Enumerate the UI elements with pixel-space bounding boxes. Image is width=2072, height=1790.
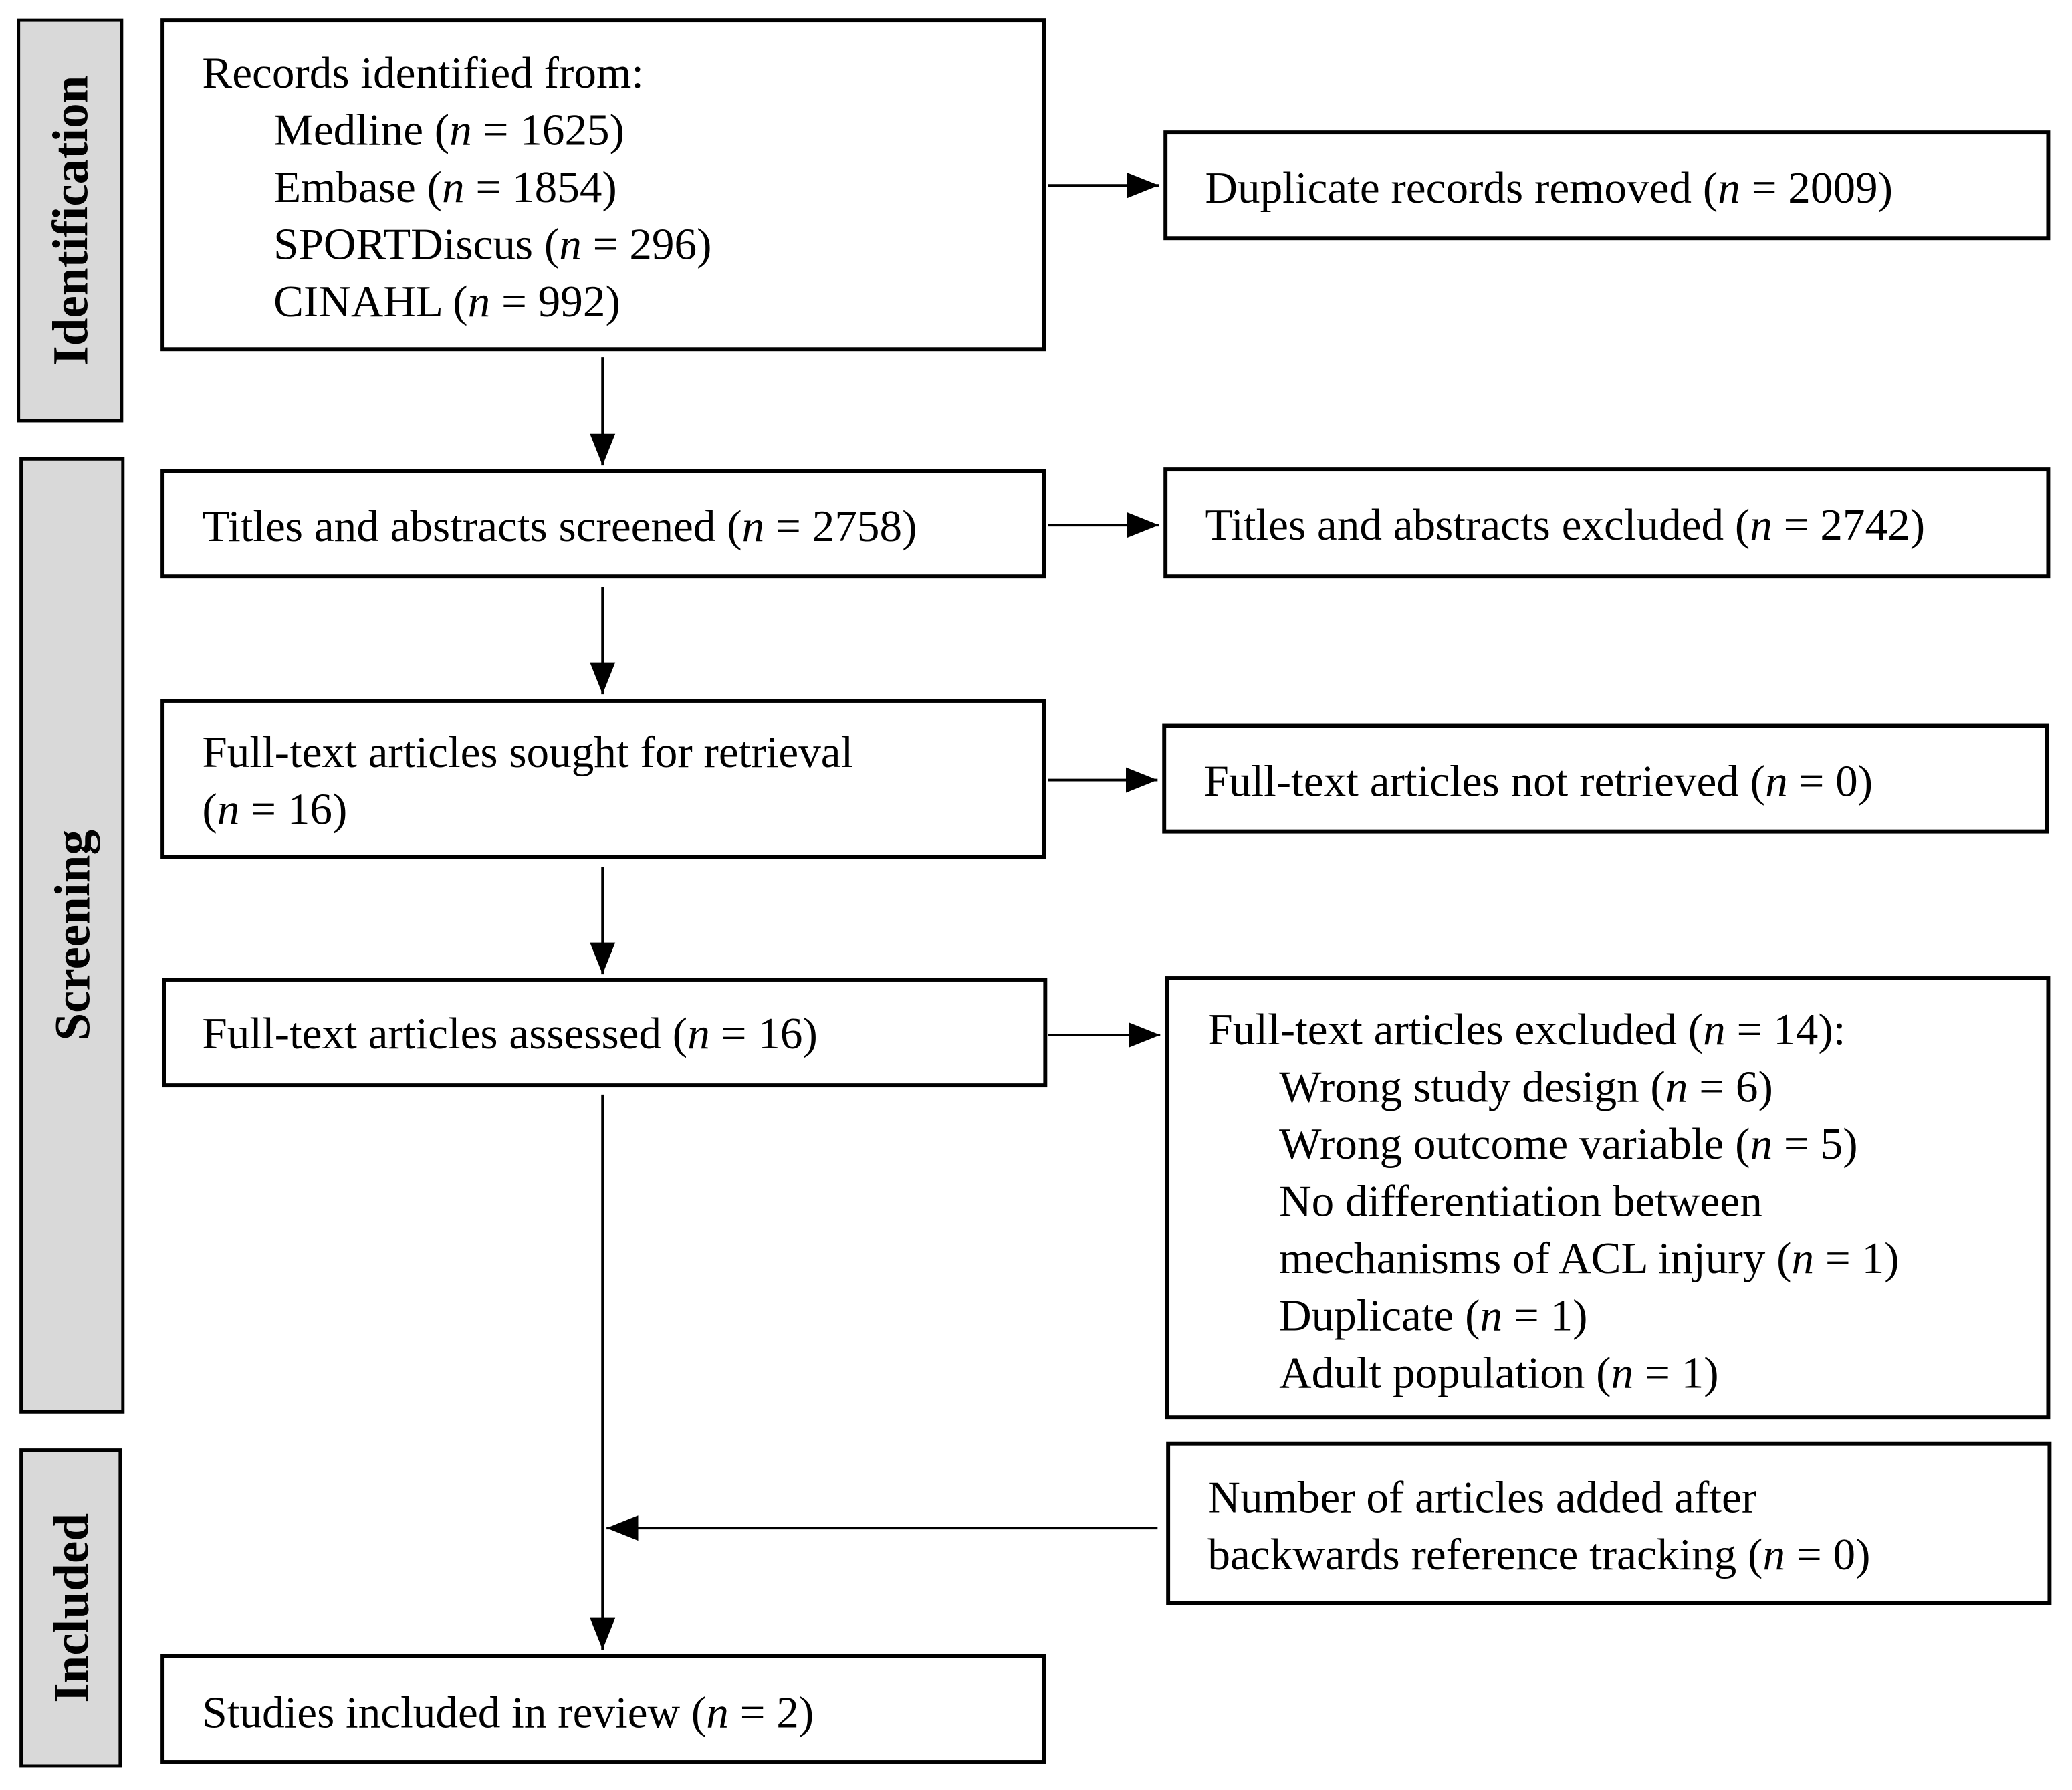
stage-label: Identification (43, 76, 98, 366)
stage-bar (17, 18, 124, 423)
box-text: Full-text articles sought for retrieval (202, 727, 853, 777)
box-border (1165, 976, 2051, 1420)
box-text: No differentiation between (1279, 1176, 1762, 1226)
box-text: Adult population (n = 1) (1279, 1347, 1718, 1397)
box-text: SPORTDiscus (n = 296) (273, 219, 711, 269)
box: Full-text articles assessed (n = 16) (162, 978, 1048, 1088)
box-text: Full-text articles excluded (n = 14): (1207, 1004, 1845, 1054)
box: Full-text articles not retrieved (n = 0) (1162, 723, 2049, 834)
box: Full-text articles excluded (n = 14): Wro… (1165, 976, 2051, 1420)
box-text: backwards reference tracking (n = 0) (1207, 1529, 1870, 1579)
box-text: CINAHL (n = 992) (273, 276, 620, 326)
box-text: Wrong outcome variable (n = 5) (1279, 1119, 1857, 1169)
box: Duplicate records removed (n = 2009) (1163, 130, 2051, 241)
box: Studies included in review (n = 2) (160, 1654, 1046, 1764)
box-text: (n = 16) (202, 784, 347, 834)
box-text: Studies included in review (n = 2) (202, 1688, 814, 1738)
box-text: Full-text articles assessed (n = 16) (202, 1008, 817, 1058)
stage-bar (19, 1448, 122, 1768)
box-text: Duplicate (n = 1) (1279, 1291, 1587, 1341)
box-text: Records identified from: (202, 47, 644, 98)
box: Titles and abstracts screened (n = 2758) (160, 469, 1046, 579)
box-border (1166, 1441, 2052, 1605)
box-border (160, 1654, 1046, 1764)
box-border (1162, 723, 2049, 834)
box-text: Titles and abstracts excluded (n = 2742) (1205, 499, 1925, 550)
box: Full-text articles sought for retrieval (… (160, 699, 1046, 859)
stage-label: Included (43, 1513, 99, 1703)
stage-label: Screening (45, 830, 100, 1041)
box-text: Number of articles added after (1207, 1472, 1756, 1522)
box: Number of articles added after backwards … (1166, 1441, 2052, 1605)
box-text: Wrong study design (n = 6) (1279, 1061, 1773, 1111)
box-text: Embase (n = 1854) (273, 162, 617, 212)
box-border (162, 978, 1048, 1088)
box-border (1163, 467, 2051, 579)
box-text: Full-text articles not retrieved (n = 0) (1204, 756, 1873, 806)
stage-bar (19, 457, 125, 1414)
box-border (160, 18, 1046, 352)
box-text: Duplicate records removed (n = 2009) (1205, 162, 1893, 213)
box: Titles and abstracts excluded (n = 2742) (1163, 467, 2051, 579)
box-text: mechanisms of ACL injury (n = 1) (1279, 1233, 1899, 1283)
box-border (160, 469, 1046, 579)
box-border (1163, 130, 2051, 241)
box-text: Medline (n = 1625) (273, 104, 624, 154)
arrows (590, 173, 1161, 1650)
box: Records identified from: Medline (n = 162… (160, 18, 1046, 352)
box-border (160, 699, 1046, 859)
box-text: Titles and abstracts screened (n = 2758) (202, 501, 917, 551)
